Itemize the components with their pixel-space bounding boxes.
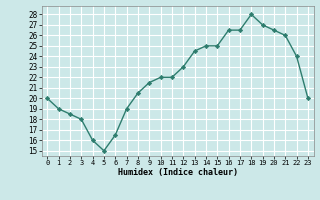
X-axis label: Humidex (Indice chaleur): Humidex (Indice chaleur) [118, 168, 237, 177]
